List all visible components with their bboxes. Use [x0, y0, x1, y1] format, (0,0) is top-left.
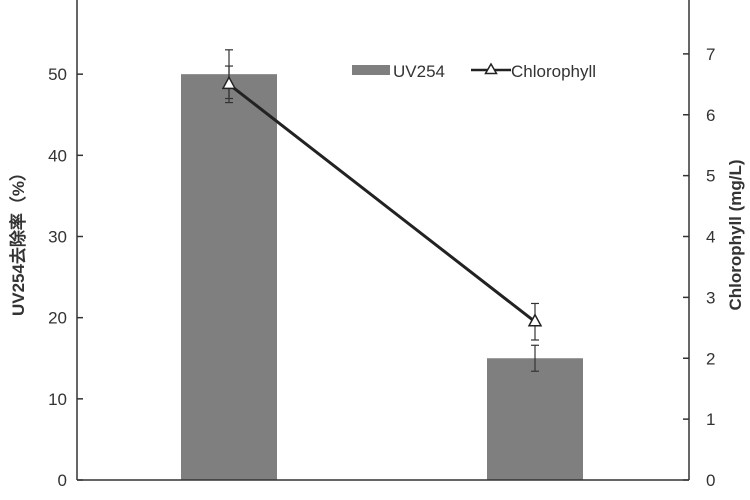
right-tick-label: 3 — [706, 288, 715, 307]
left-tick-label: 10 — [48, 390, 67, 409]
right-tick-label: 7 — [706, 45, 715, 64]
right-tick-label: 2 — [706, 349, 715, 368]
left-tick-label: 0 — [58, 471, 67, 490]
right-y-axis-title: Chlorophyll (mg/L) — [726, 159, 745, 310]
left-tick-label: 20 — [48, 309, 67, 328]
bar — [487, 358, 583, 480]
right-y-ticks: 0 1 2 3 4 5 6 7 — [683, 45, 715, 490]
left-tick-label: 30 — [48, 228, 67, 247]
bar — [181, 74, 277, 481]
legend-swatch-uv254 — [352, 65, 390, 75]
legend-triangle-icon — [484, 62, 498, 75]
chlorophyll-point — [527, 313, 543, 327]
right-tick-label: 6 — [706, 106, 715, 125]
right-tick-label: 1 — [706, 410, 715, 429]
line-layer — [221, 65, 543, 341]
chlorophyll-line — [228, 83, 536, 323]
right-tick-label: 5 — [706, 167, 715, 186]
bars-layer — [181, 49, 583, 481]
legend: UV254 Chlorophyll — [352, 62, 596, 81]
legend-label-chlorophyll: Chlorophyll — [511, 62, 596, 81]
right-tick-label: 4 — [706, 228, 715, 247]
left-tick-label: 40 — [48, 146, 67, 165]
chlorophyll-point — [221, 75, 237, 90]
left-y-axis-title: UV254去除率（%） — [8, 164, 28, 316]
axes-layer — [76, 0, 690, 481]
legend-label-uv254: UV254 — [393, 62, 445, 81]
left-tick-label: 50 — [48, 65, 67, 84]
right-tick-label: 0 — [706, 471, 715, 490]
left-y-ticks: 0 10 20 30 40 50 — [48, 65, 83, 490]
